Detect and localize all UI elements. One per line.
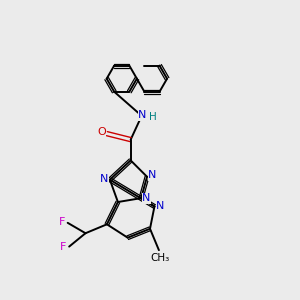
Text: N: N — [100, 174, 109, 184]
Text: N: N — [142, 193, 151, 203]
Text: N: N — [156, 201, 165, 211]
Text: F: F — [58, 217, 65, 227]
Text: CH₃: CH₃ — [150, 254, 169, 263]
Text: O: O — [97, 127, 106, 137]
Text: F: F — [60, 242, 66, 252]
Text: N: N — [148, 170, 157, 180]
Text: N: N — [138, 110, 146, 120]
Text: H: H — [149, 112, 157, 122]
